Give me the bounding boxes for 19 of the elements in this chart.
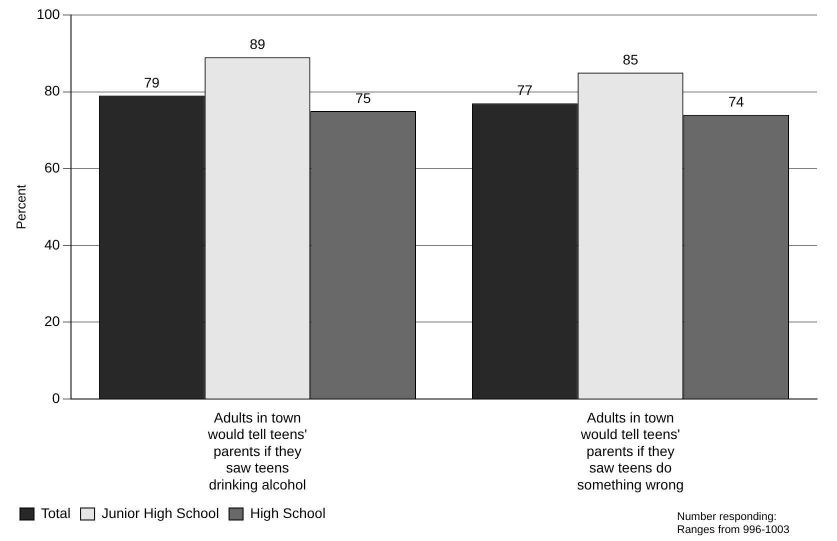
text: Number responding: Ranges from 996-1003 bbox=[677, 511, 791, 537]
data-label: 74 bbox=[728, 94, 744, 110]
x-tick-label: Adults in town would tell teens' parents if they saw teens do something wrong bbox=[577, 409, 684, 492]
data-label: 79 bbox=[144, 74, 160, 90]
y-tick-label: 60 bbox=[44, 159, 60, 176]
data-label: 85 bbox=[622, 51, 638, 68]
y-tick-label: 0 bbox=[52, 390, 60, 406]
data-label: 77 bbox=[517, 82, 533, 98]
y-axis-title: Percent bbox=[13, 184, 28, 230]
y-tick-label: 40 bbox=[44, 236, 60, 252]
data-label: 89 bbox=[250, 36, 266, 52]
y-tick-label: 80 bbox=[44, 82, 60, 99]
data-label: 75 bbox=[355, 90, 372, 106]
y-tick-label: 100 bbox=[36, 6, 60, 22]
x-tick-label: Adults in town would tell teens' parents if they saw teens drinking alcohol bbox=[206, 409, 308, 492]
legend-label: Total bbox=[41, 504, 71, 521]
legend-label: High School bbox=[250, 504, 326, 521]
y-tick-label: 20 bbox=[44, 313, 60, 330]
legend-label: Junior High School bbox=[102, 504, 220, 521]
